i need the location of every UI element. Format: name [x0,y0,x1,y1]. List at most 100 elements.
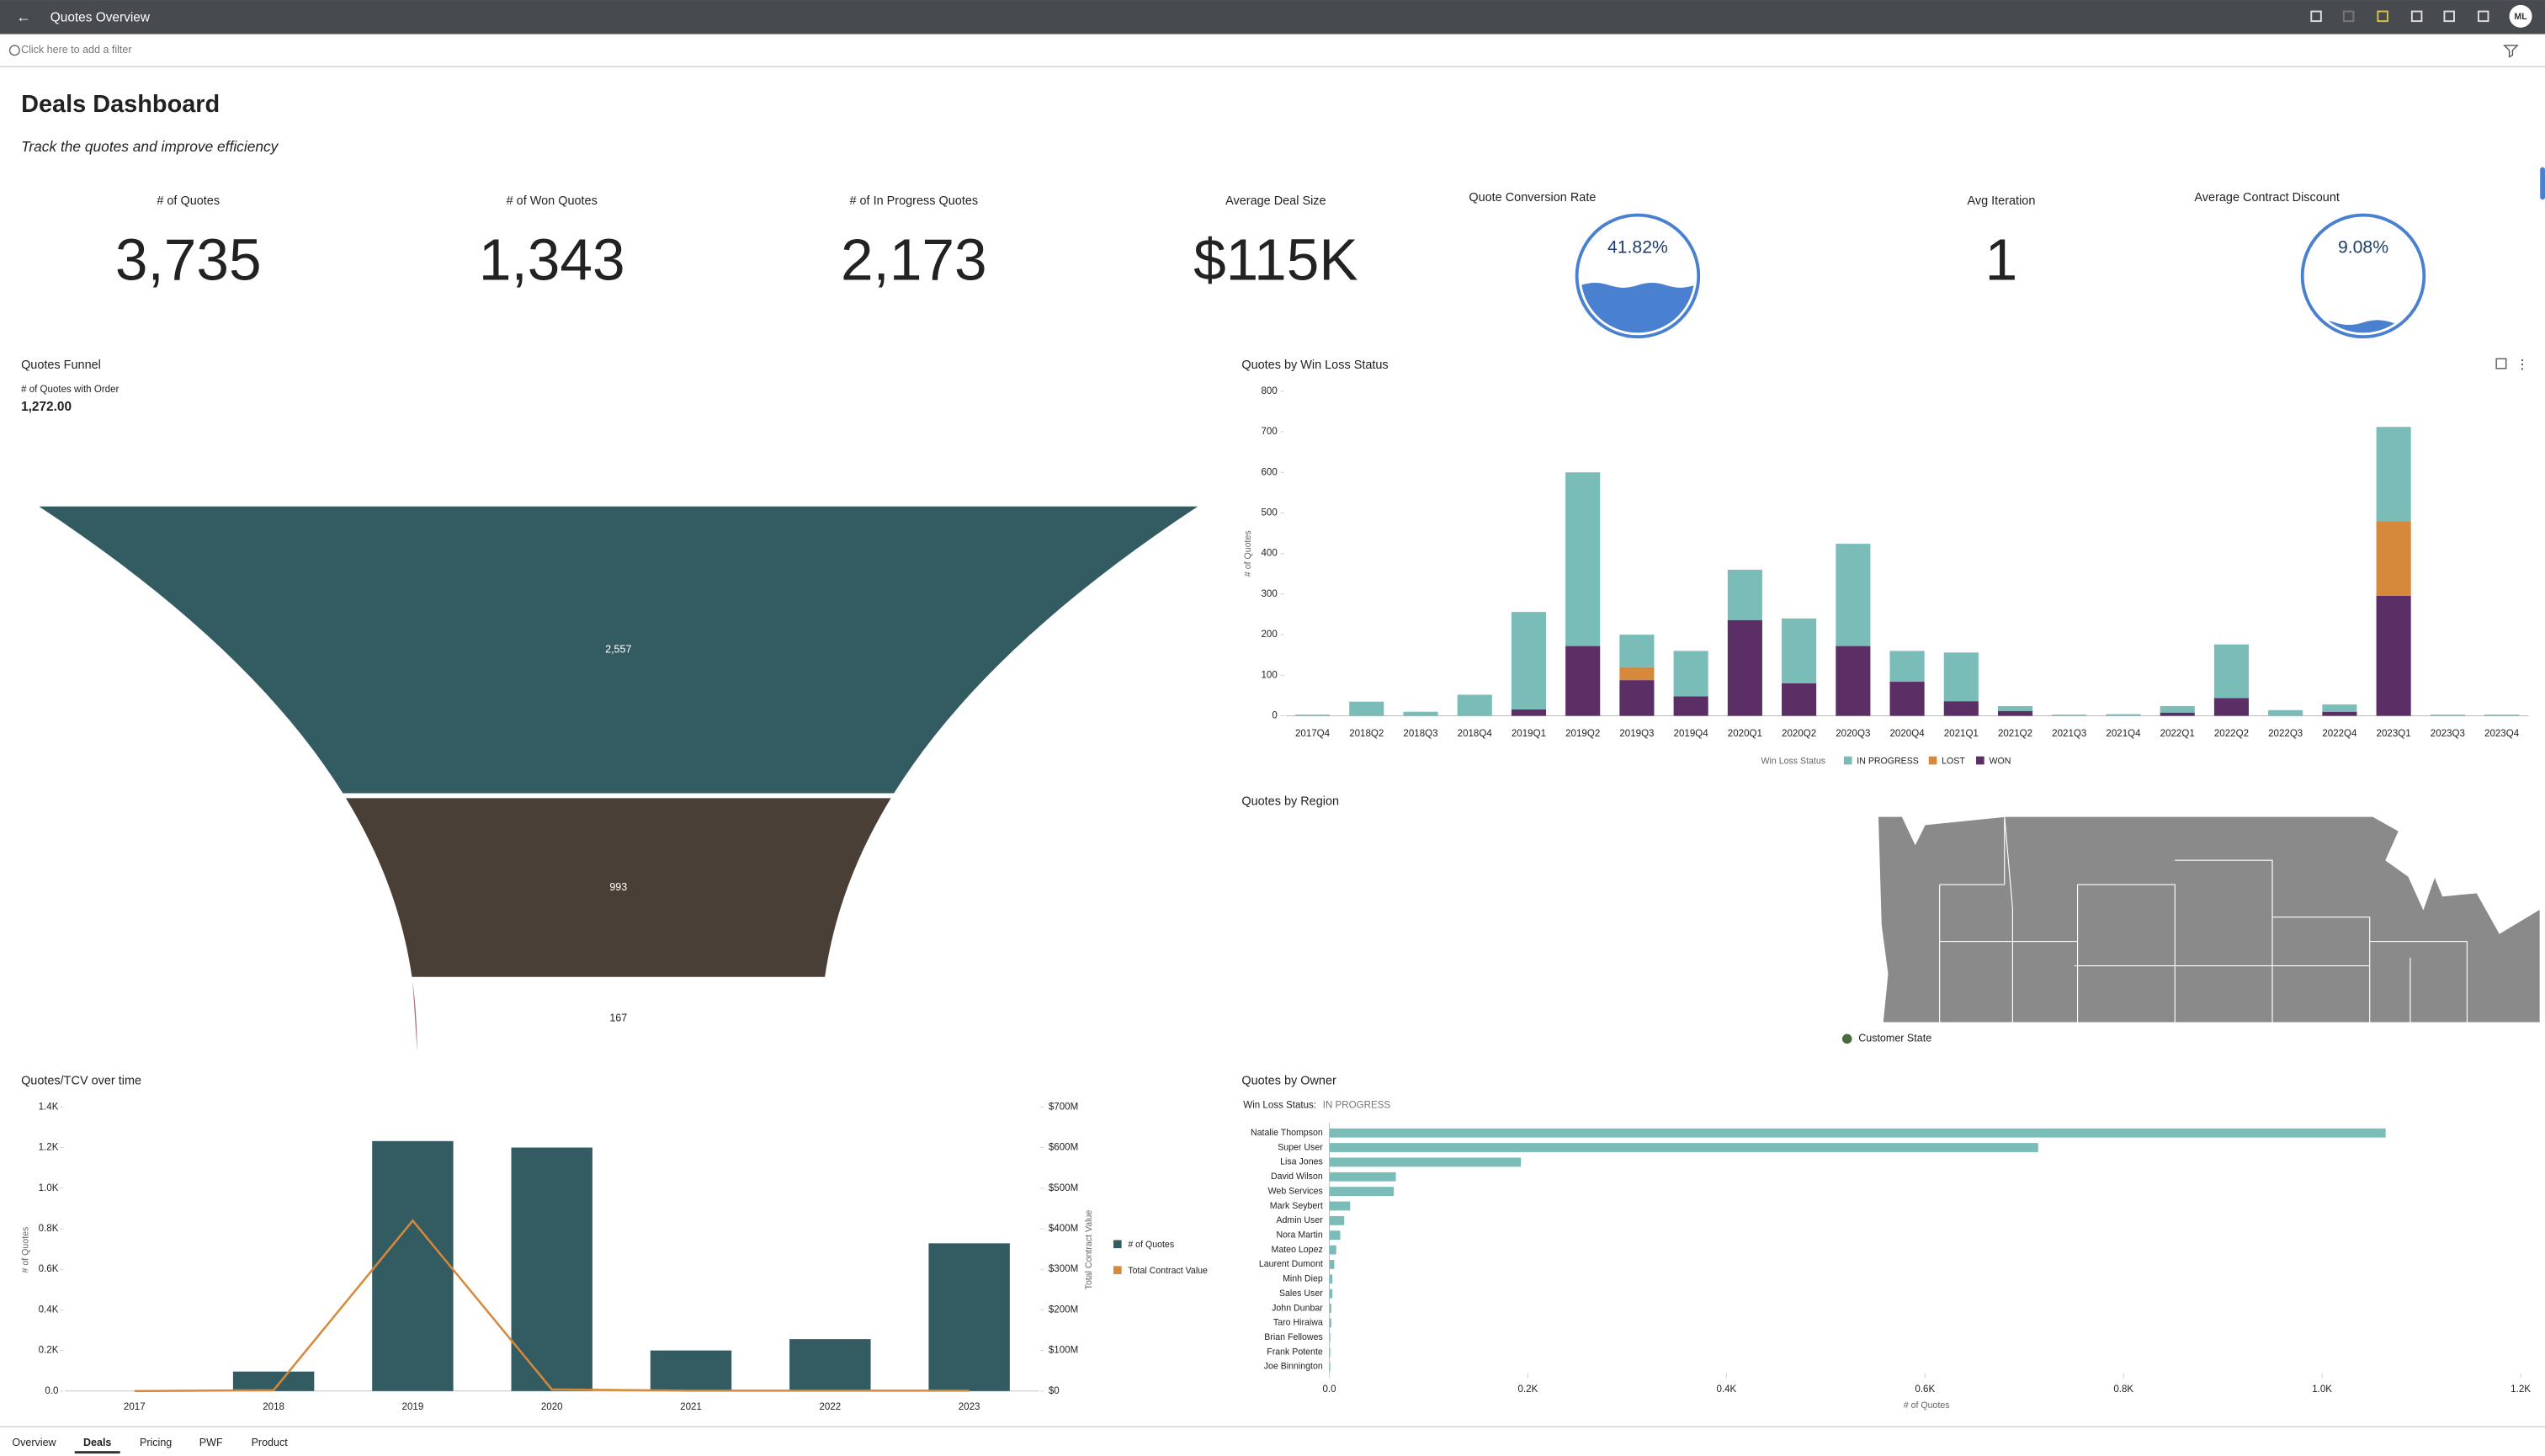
legend-title: Win Loss Status [1761,756,1826,766]
bar [1329,1201,1351,1211]
x-tick-label: 2018Q4 [1458,729,1493,739]
edit-icon[interactable] [2377,10,2388,23]
x-tick-label: 2023Q1 [2377,729,2411,739]
panel-title: Quotes/TCV over time [21,1074,141,1087]
filter-placeholder[interactable]: Click here to add a filter [21,44,131,56]
x-tick-label: 2022Q2 [2214,729,2249,739]
present-icon[interactable] [2477,10,2489,23]
more-button[interactable]: ⋮ [2516,358,2528,372]
y2-tick-label: $200M [1049,1305,1078,1315]
side-handle[interactable] [2540,167,2545,200]
redo-icon[interactable] [2342,10,2355,23]
tab[interactable]: Product [252,1437,289,1448]
bar-segment [1727,619,1762,716]
legend-swatch [1113,1266,1122,1274]
tab[interactable]: PWF [199,1437,223,1448]
x-tick-label: 2022Q1 [2160,729,2195,739]
bar [1329,1332,1331,1342]
gauge-label: Average Contract Discount [2194,191,2339,205]
funnel-stage [39,506,1198,794]
bar-segment [1673,696,1708,716]
map-legend-label: Customer State [1858,1033,1931,1044]
x-tick-label: 1.0K [2312,1384,2332,1395]
legend-swatch [1843,756,1852,765]
y-tick-label: 0.8K [39,1224,59,1234]
tab[interactable]: Overview [12,1437,56,1448]
add-filter-icon[interactable] [8,45,20,56]
tab[interactable]: Pricing [140,1437,172,1448]
x-tick-label: 0.8K [2113,1384,2133,1395]
line-series [134,1219,970,1393]
funnel-stage [345,798,891,977]
funnel-label: 2,557 [605,643,631,655]
y-tick-label: Sales User [1279,1289,1323,1299]
y-tick-label: Lisa Jones [1280,1157,1323,1167]
y-tick-label: 0.4K [39,1305,59,1315]
bar [1329,1318,1331,1328]
bar-segment [1565,472,1601,646]
state-borders [1939,816,2468,1023]
map-land [1877,816,2541,1023]
avatar-initials: ML [2514,12,2527,22]
x-tick-label: 2019 [402,1402,424,1412]
gauge-value: 9.08% [2338,238,2388,258]
map-legend-swatch [1841,1034,1852,1044]
legend-swatch [1928,756,1937,765]
undo-icon[interactable] [2310,10,2322,23]
bar [232,1371,315,1391]
funnel-label: 167 [609,1012,627,1023]
x-tick-label: 2019Q1 [1512,729,1546,739]
panel-title: Quotes by Region [1241,795,1339,809]
x-tick-label: 2022Q3 [2268,729,2303,739]
tab[interactable]: Deals [83,1437,111,1448]
kpi-value: 3,735 [115,227,262,293]
y-tick-label: Brian Fellowes [1264,1332,1322,1342]
y-tick-label: 0.6K [39,1264,59,1274]
x-tick-label: 2020Q3 [1836,729,1870,739]
x-tick-label: 2018Q2 [1349,729,1384,739]
bar-segment [2213,644,2250,699]
x-tick-label: 2020Q1 [1728,729,1762,739]
y-tick-label: Super User [1278,1142,1323,1152]
bar-segment [1349,701,1384,716]
bar-segment [1565,646,1601,716]
data-icon[interactable] [2410,10,2423,23]
bar [1329,1143,2038,1152]
bar-segment [2376,595,2411,716]
x-tick-label: 2023 [959,1402,980,1412]
kpi-label: # of Won Quotes [507,194,598,208]
gauge-label: Quote Conversion Rate [1469,191,1596,205]
avatar[interactable] [2509,4,2532,28]
filter-value: IN PROGRESS [1323,1100,1391,1110]
y-tick-label: Laurent Dumont [1259,1259,1323,1269]
funnel-label: 993 [609,881,627,893]
y2-tick-label: $500M [1049,1183,1078,1193]
bar [511,1147,592,1391]
bar-segment [1511,612,1547,709]
gauge-value: 41.82% [1607,238,1668,258]
bar-segment [1889,651,1925,683]
y-axis-title: # of Quotes [21,1227,31,1273]
x-tick-label: 2020Q4 [1889,729,1925,739]
back-button[interactable]: ← [16,8,30,25]
kpi-label: Avg Iteration [1967,194,2035,208]
x-tick-label: 2023Q3 [2431,729,2465,739]
bar-segment [2160,712,2195,716]
x-tick-label: 2021Q2 [1998,729,2032,739]
comment-icon[interactable] [2443,10,2455,23]
bar-segment [2106,714,2141,716]
maximize-button[interactable] [2495,358,2507,369]
x-tick-label: 2017 [124,1402,146,1412]
bar-segment [1403,711,1438,716]
filter-icon[interactable] [2503,45,2519,58]
bar-segment [1619,635,1655,667]
y-tick-label: Minh Diep [1283,1274,1323,1284]
y-axis-title: # of Quotes [1243,530,1253,577]
bar-segment [2322,711,2357,716]
x-tick-label: 2019Q2 [1565,729,1600,739]
x-tick-label: 2018 [263,1402,284,1412]
bar-segment [1943,701,1979,716]
y-tick-label: 100 [1261,670,1277,680]
y-tick-label: Natalie Thompson [1251,1128,1323,1138]
x-tick-label: 0.4K [1716,1384,1736,1395]
